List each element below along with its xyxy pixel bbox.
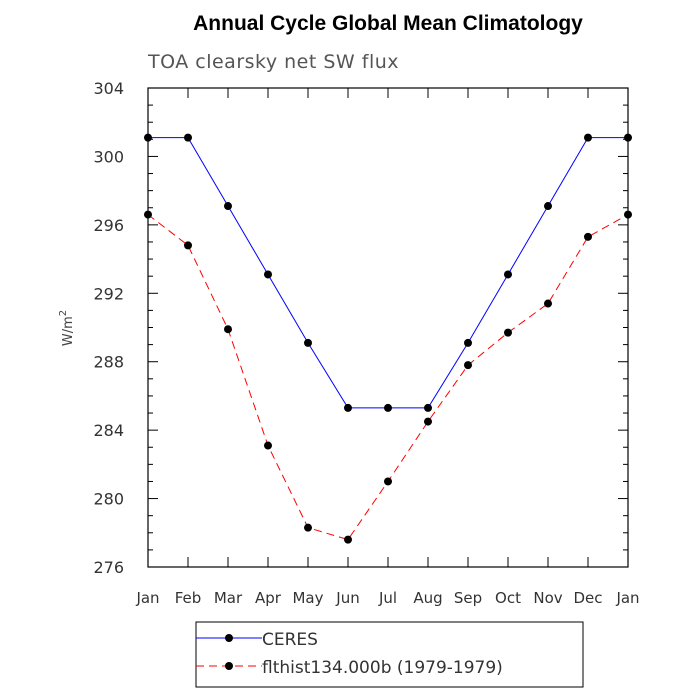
series-line-1 — [147, 214, 629, 541]
x-tick-label: Feb — [175, 589, 202, 607]
series-0-point — [544, 202, 552, 211]
x-tick-label: Sep — [454, 589, 482, 607]
series-1-point — [184, 241, 192, 250]
legend-marker-model — [225, 662, 233, 670]
series-1-point — [504, 328, 512, 337]
y-tick-label: 304 — [93, 79, 124, 98]
y-tick-labels: 276 280 284 288 292 296 300 304 — [93, 79, 124, 577]
x-tick-label: Jun — [335, 589, 359, 607]
x-tick-labels: Jan Feb Mar Apr May Jun Jul Aug Sep Oct Nov Dec Jan — [135, 589, 639, 607]
x-tick-label: Jan — [615, 589, 639, 607]
y-tick-label: 292 — [93, 284, 124, 303]
series-0-point — [584, 133, 592, 142]
chart-title: Annual Cycle Global Mean Climatology — [193, 12, 583, 35]
y-tick-label: 284 — [93, 421, 124, 440]
x-tick-label: Mar — [214, 589, 243, 607]
legend-box — [195, 621, 584, 688]
series-0-point — [464, 338, 472, 347]
x-tick-label: Apr — [255, 589, 282, 607]
legend-label-model: flthist134.000b (1979-1979) — [262, 658, 503, 678]
series-1-point — [264, 441, 272, 450]
series-0-point — [424, 403, 432, 412]
y-tick-label: 300 — [93, 147, 124, 166]
legend-label-ceres: CERES — [262, 630, 318, 650]
series-0-point — [344, 403, 352, 412]
series-0-point — [264, 270, 272, 279]
series-1-point — [624, 210, 632, 219]
x-tick-label: Oct — [495, 589, 521, 607]
series-1-point — [304, 523, 312, 532]
x-tick-label: Dec — [573, 589, 602, 607]
y-tick-label: 288 — [93, 353, 124, 372]
series-1-point — [224, 325, 232, 334]
x-tick-label: Nov — [533, 589, 562, 607]
series-1-point — [424, 417, 432, 426]
series-line-0 — [148, 137, 628, 409]
series-0-point — [304, 338, 312, 347]
series-1-point — [344, 535, 352, 544]
y-tick-label: 280 — [93, 490, 124, 509]
x-tick-label: Jul — [378, 589, 397, 607]
y-axis-label-sup: 2 — [58, 310, 69, 316]
legend: CERES flthist134.000b (1979-1979) — [195, 621, 584, 688]
series-0-point — [384, 403, 392, 412]
legend-marker-ceres — [225, 634, 233, 642]
y-tick-label: 296 — [93, 216, 124, 235]
axis-ticks — [147, 87, 629, 568]
series-1-point — [544, 299, 552, 308]
chart-subtitle: TOA clearsky net SW flux — [147, 51, 399, 73]
plot-frame — [147, 87, 629, 568]
series-layer — [144, 133, 632, 544]
series-1-point — [384, 477, 392, 486]
y-axis-label: W/m2 — [58, 310, 76, 346]
x-tick-label: Jan — [135, 589, 159, 607]
y-tick-label: 276 — [93, 558, 124, 577]
series-1-point — [144, 210, 152, 219]
series-0-point — [504, 270, 512, 279]
x-tick-label: May — [292, 589, 323, 607]
series-0-point — [624, 133, 632, 142]
series-1-point — [584, 232, 592, 241]
y-axis-label-base: W/m — [61, 316, 76, 346]
series-0-point — [224, 202, 232, 211]
series-0-point — [184, 133, 192, 142]
x-tick-label: Aug — [413, 589, 442, 607]
svg-text:W/m2: W/m2 — [58, 310, 76, 346]
series-0-point — [144, 133, 152, 142]
series-1-point — [464, 361, 472, 370]
